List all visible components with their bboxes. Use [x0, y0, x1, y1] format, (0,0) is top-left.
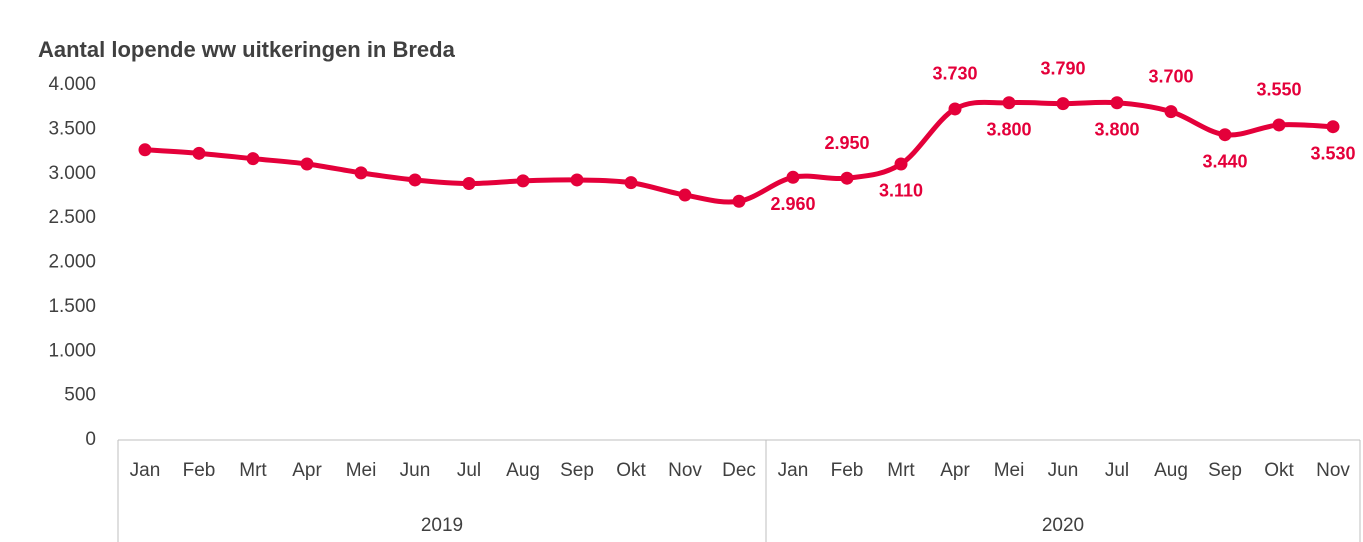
x-tick-label: Jan — [778, 460, 809, 481]
line — [144, 99, 1334, 205]
y-tick-label: 4.000 — [48, 74, 96, 95]
marker — [1056, 97, 1070, 111]
x-tick-label: Okt — [616, 460, 646, 481]
x-tick-label: Feb — [831, 460, 864, 481]
data-label: 3.530 — [1310, 143, 1355, 163]
group-label: 2019 — [421, 515, 463, 536]
marker — [300, 157, 314, 171]
marker — [1272, 118, 1286, 132]
marker — [786, 170, 800, 184]
marker — [192, 146, 206, 160]
y-tick-label: 3.500 — [48, 118, 96, 139]
marker — [840, 171, 854, 185]
x-tick-label: Jul — [457, 460, 481, 481]
x-tick-label: Apr — [940, 460, 970, 481]
y-tick-label: 1.500 — [48, 296, 96, 317]
marker — [246, 152, 260, 166]
x-tick-label: Dec — [722, 460, 756, 481]
y-tick-label: 2.500 — [48, 207, 96, 228]
marker — [894, 157, 908, 171]
x-tick-label: Okt — [1264, 460, 1294, 481]
marker — [138, 143, 152, 157]
marker — [1002, 96, 1016, 110]
x-tick-label: Aug — [506, 460, 540, 481]
data-label: 3.730 — [932, 64, 977, 84]
marker — [678, 188, 692, 202]
x-tick-label: Jul — [1105, 460, 1129, 481]
marker — [354, 166, 368, 180]
x-tick-label: Jun — [1048, 460, 1079, 481]
data-label: 3.550 — [1256, 80, 1301, 100]
marker — [1326, 120, 1340, 134]
y-tick-label: 2.000 — [48, 252, 96, 273]
y-tick-label: 0 — [85, 429, 96, 450]
x-tick-label: Feb — [183, 460, 216, 481]
data-label: 2.960 — [770, 194, 815, 214]
x-tick-label: Jun — [400, 460, 431, 481]
marker — [1164, 105, 1178, 119]
marker — [462, 177, 476, 191]
data-label: 2.950 — [824, 133, 869, 153]
x-tick-label: Aug — [1154, 460, 1188, 481]
x-tick-label: Mei — [994, 460, 1025, 481]
marker — [948, 102, 962, 116]
x-tick-label: Jan — [130, 460, 161, 481]
y-tick-label: 500 — [64, 385, 96, 406]
x-tick-label: Sep — [560, 460, 594, 481]
marker — [1218, 128, 1232, 142]
x-tick-label: Sep — [1208, 460, 1242, 481]
marker — [408, 173, 422, 187]
x-tick-label: Mrt — [887, 460, 915, 481]
data-label: 3.700 — [1148, 66, 1193, 86]
x-tick-label: Nov — [1316, 460, 1350, 481]
data-label: 3.110 — [879, 181, 923, 201]
marker — [570, 173, 584, 187]
x-tick-label: Mrt — [239, 460, 267, 481]
y-tick-label: 1.000 — [48, 340, 96, 361]
data-label: 3.800 — [1094, 120, 1139, 140]
x-tick-label: Mei — [346, 460, 377, 481]
x-tick-label: Apr — [292, 460, 322, 481]
x-tick-label: Nov — [668, 460, 702, 481]
marker — [516, 174, 530, 188]
y-tick-label: 3.000 — [48, 163, 96, 184]
marker — [732, 194, 746, 208]
group-label: 2020 — [1042, 515, 1084, 536]
data-label: 3.800 — [986, 120, 1031, 140]
marker — [1110, 96, 1124, 110]
data-label: 3.790 — [1040, 58, 1085, 78]
data-label: 3.440 — [1202, 151, 1247, 171]
marker — [624, 176, 638, 190]
chart-title: Aantal lopende ww uitkeringen in Breda — [38, 37, 456, 62]
